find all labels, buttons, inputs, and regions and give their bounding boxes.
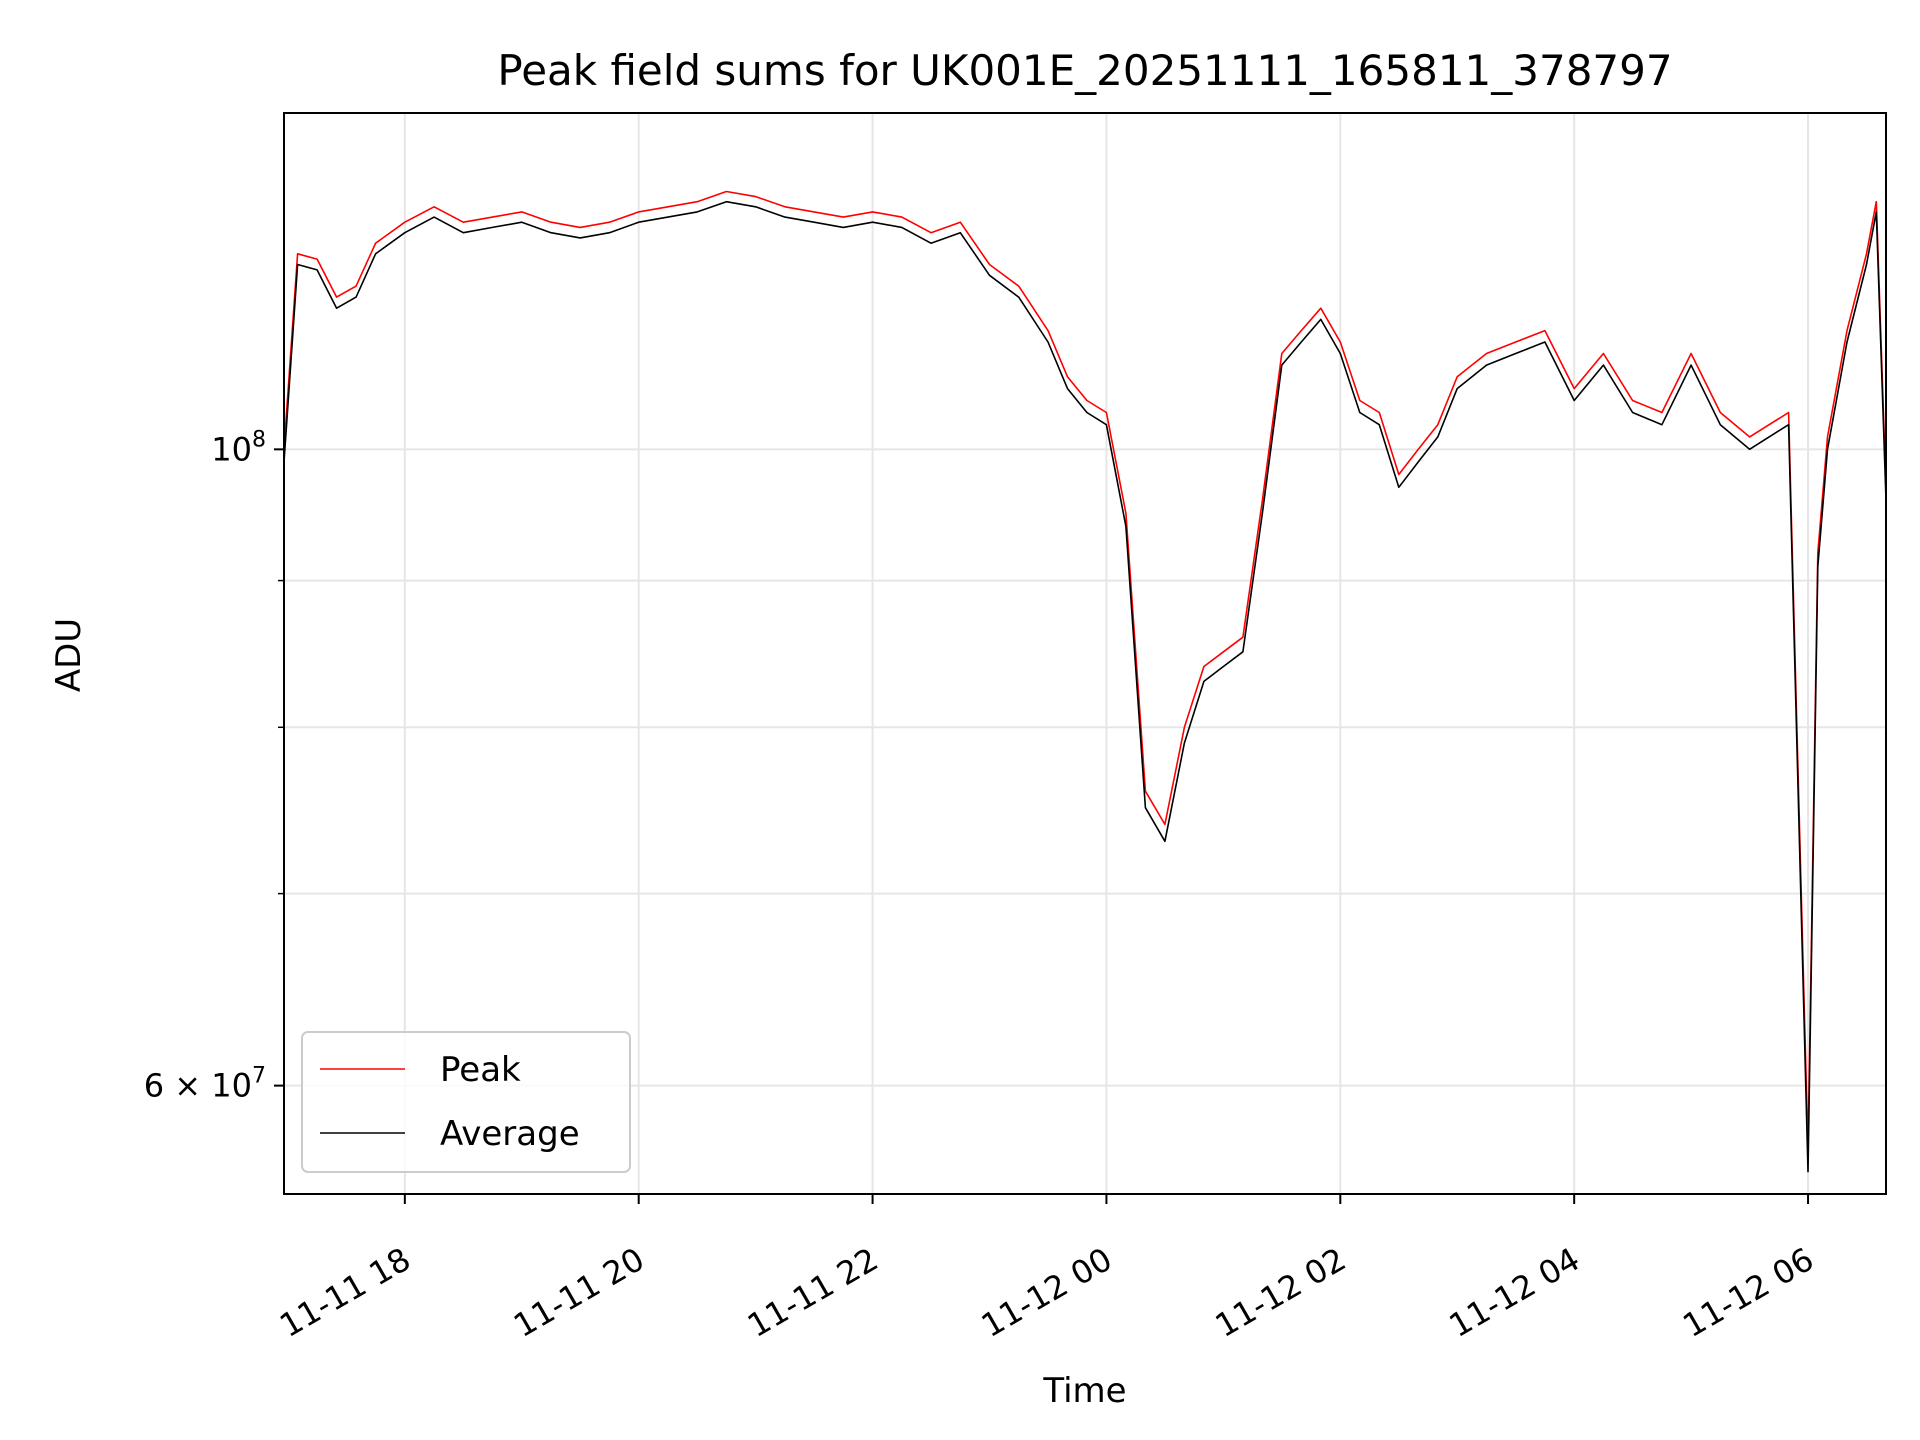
chart-title: Peak field sums for UK001E_20251111_1658…: [497, 46, 1672, 95]
series-line-average: [284, 200, 1886, 1173]
y-axis-label: ADU: [49, 618, 89, 692]
x-axis-label: Time: [1042, 1371, 1126, 1411]
series-line-peak: [284, 190, 1886, 1151]
plot-area: [284, 190, 1886, 1173]
y-tick-label-1: 6 × 107: [144, 1064, 266, 1105]
y-tick-label-0: 108: [211, 427, 266, 468]
axes-frame: [283, 112, 1887, 1195]
grid: [284, 113, 1886, 1194]
legend-label-average: Average: [440, 1114, 580, 1154]
legend-label-peak: Peak: [440, 1050, 521, 1090]
legend: Peak Average: [301, 1031, 631, 1173]
legend-box: [301, 1031, 631, 1173]
